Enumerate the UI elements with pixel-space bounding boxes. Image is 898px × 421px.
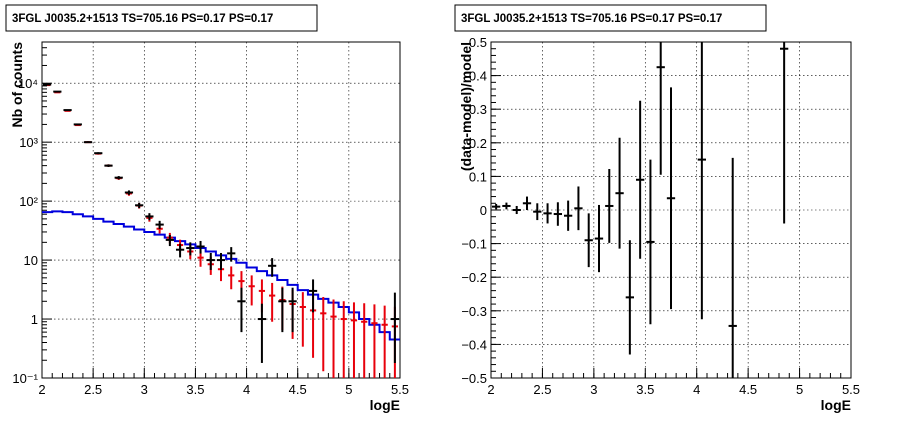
chart-title: 3FGL J0035.2+1513 TS=705.16 PS=0.17 PS=0… — [461, 13, 722, 25]
x-tick-label: 5 — [796, 382, 803, 397]
x-tick-label: 2.5 — [533, 382, 551, 397]
y-tick-label: 0.3 — [469, 102, 487, 117]
x-tick-label: 5 — [345, 382, 352, 397]
x-tick-label: 4 — [243, 382, 250, 397]
x-tick-label: 4.5 — [739, 382, 757, 397]
residuals-panel: 2 2.5 3 3.5 4 4.5 5 5.5 −0.5 −0.4 −0.3 −0.2 −0.1 0 0.1… — [454, 4, 860, 413]
y-tick-label: −0.4 — [461, 337, 487, 352]
y-tick-label: 10³ — [19, 135, 38, 150]
y-tick-label: 10⁴ — [18, 76, 38, 91]
series-layer — [42, 83, 400, 378]
y-tick-label: −0.3 — [461, 304, 487, 319]
axes: 2 2.5 3 3.5 4 4.5 5 5.5 −0.5 −0.4 −0.3 −0.2 −0.1 0 0.1… — [461, 35, 860, 397]
title-box — [454, 4, 767, 32]
x-tick-label: 2 — [487, 382, 494, 397]
x-tick-label: 4.5 — [289, 382, 307, 397]
x-axis-label: logE — [370, 397, 400, 413]
plot-frame — [41, 41, 401, 379]
y-tick-label: 0.4 — [469, 69, 487, 84]
axes: 2 2.5 3 3.5 4 4.5 5 5.5 10⁻¹ 1 10 10² 10³ 10⁴ — [12, 41, 409, 397]
y-tick-label: 0.5 — [469, 35, 487, 50]
y-tick-label: 1 — [31, 312, 38, 327]
y-tick-label: −0.5 — [461, 371, 487, 386]
title-box — [5, 4, 318, 32]
series-layer — [492, 42, 789, 378]
x-tick-label: 2.5 — [84, 382, 102, 397]
y-axis-label: Nb of counts — [9, 42, 25, 128]
x-tick-label: 2 — [38, 382, 45, 397]
x-tick-label: 5.5 — [391, 382, 409, 397]
grid — [42, 42, 400, 378]
y-tick-label: 0 — [480, 203, 487, 218]
x-tick-label: 5.5 — [842, 382, 860, 397]
x-tick-label: 3 — [590, 382, 597, 397]
y-tick-label: 10² — [19, 194, 38, 209]
y-tick-label: 10 — [24, 253, 38, 268]
y-tick-label: 10⁻¹ — [12, 371, 38, 386]
x-tick-label: 4 — [693, 382, 700, 397]
x-tick-label: 3.5 — [636, 382, 654, 397]
y-tick-label: 0.2 — [469, 136, 487, 151]
y-axis-label: (data-model)/model — [458, 42, 474, 171]
y-tick-label: −0.2 — [461, 270, 487, 285]
y-tick-label: −0.1 — [461, 237, 487, 252]
counts-panel: 2 2.5 3 3.5 4 4.5 5 5.5 10⁻¹ 1 10 10² 10³ 10⁴ 3FGL J0… — [5, 4, 409, 413]
y-tick-label: 0.1 — [469, 169, 487, 184]
chart-title: 3FGL J0035.2+1513 TS=705.16 PS=0.17 PS=0… — [12, 13, 273, 25]
x-axis-label: logE — [821, 397, 851, 413]
x-tick-label: 3 — [141, 382, 148, 397]
x-tick-label: 3.5 — [186, 382, 204, 397]
